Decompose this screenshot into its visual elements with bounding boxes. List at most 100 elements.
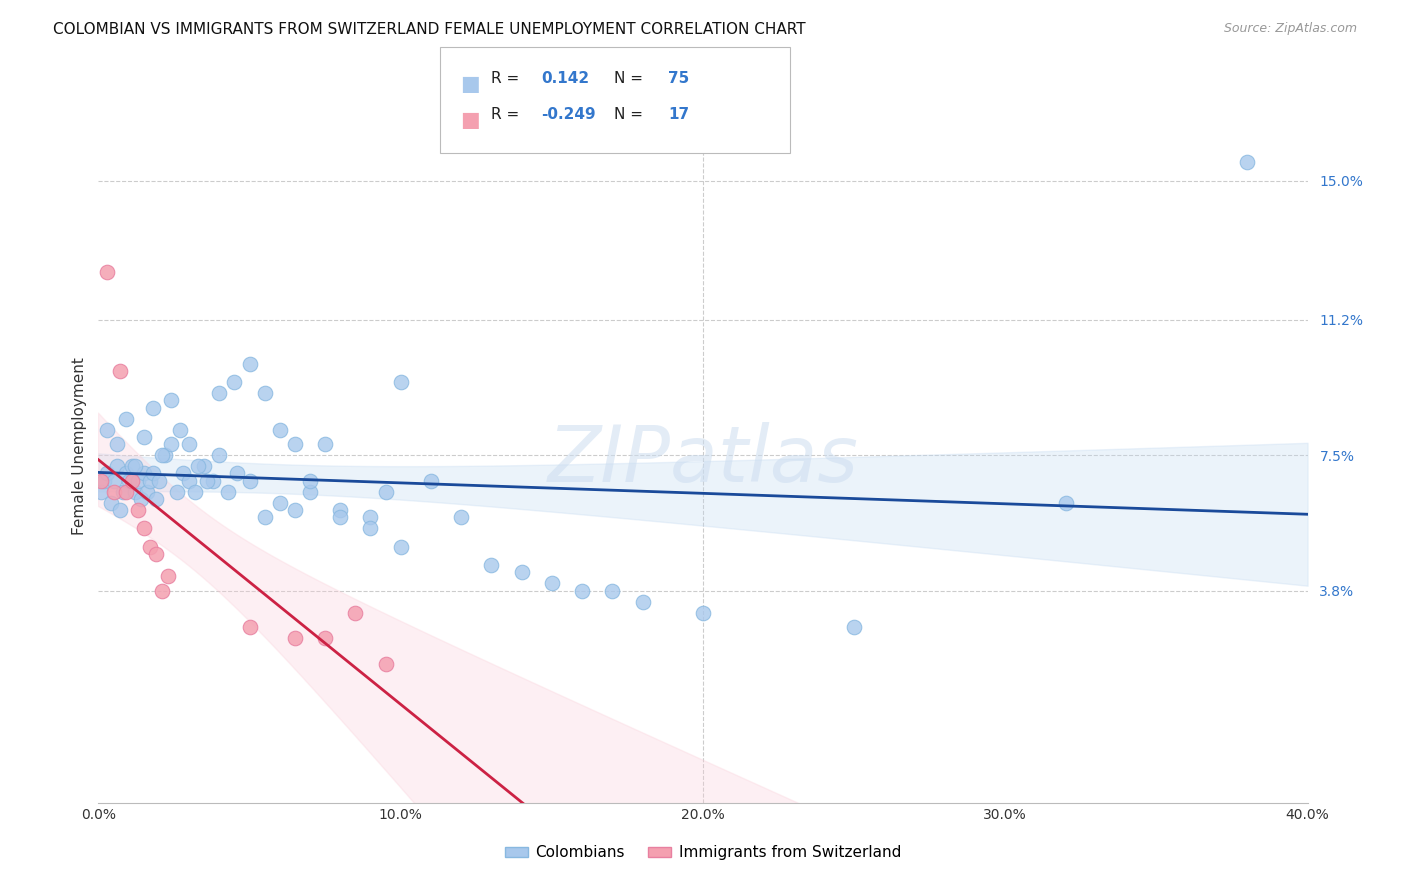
Point — [114, 411, 136, 425]
Point — [844, 620, 866, 634]
Text: 17: 17 — [668, 107, 689, 122]
Point — [90, 484, 112, 499]
Point — [108, 503, 131, 517]
Point — [193, 459, 215, 474]
Point — [172, 467, 194, 481]
Point — [374, 484, 396, 499]
Point — [208, 448, 231, 462]
Point — [142, 467, 165, 481]
Point — [202, 474, 225, 488]
Text: ■: ■ — [460, 110, 479, 129]
Point — [132, 467, 155, 481]
Point — [692, 606, 714, 620]
Point — [540, 576, 562, 591]
Point — [139, 474, 162, 488]
Point — [103, 474, 125, 488]
Point — [127, 474, 149, 488]
Point — [239, 357, 262, 371]
Point — [239, 474, 262, 488]
Point — [226, 467, 249, 481]
Point — [124, 459, 146, 474]
Point — [450, 510, 472, 524]
Point — [132, 430, 155, 444]
Text: -0.249: -0.249 — [541, 107, 596, 122]
Point — [329, 510, 352, 524]
Point — [179, 437, 201, 451]
Point — [187, 459, 209, 474]
Point — [150, 448, 173, 462]
Point — [139, 540, 162, 554]
Point — [631, 594, 654, 608]
Point — [344, 606, 367, 620]
Point — [389, 375, 412, 389]
Text: Source: ZipAtlas.com: Source: ZipAtlas.com — [1223, 22, 1357, 36]
Point — [602, 583, 624, 598]
Point — [374, 657, 396, 671]
Point — [145, 491, 167, 506]
Point — [420, 474, 443, 488]
Point — [114, 467, 136, 481]
Point — [314, 437, 336, 451]
Point — [129, 491, 152, 506]
Point — [253, 510, 276, 524]
Text: ZIPatlas: ZIPatlas — [547, 422, 859, 499]
Point — [148, 474, 170, 488]
Point — [224, 375, 246, 389]
Y-axis label: Female Unemployment: Female Unemployment — [72, 357, 87, 535]
Text: N =: N = — [614, 71, 648, 87]
Point — [111, 484, 134, 499]
Point — [127, 503, 149, 517]
Point — [284, 437, 307, 451]
Text: ■: ■ — [460, 74, 479, 94]
Point — [389, 540, 412, 554]
Point — [121, 474, 143, 488]
Point — [169, 423, 191, 437]
Point — [269, 496, 291, 510]
Point — [269, 423, 291, 437]
Point — [142, 401, 165, 415]
Point — [253, 386, 276, 401]
Point — [153, 448, 176, 462]
Point — [299, 484, 322, 499]
Point — [1054, 496, 1077, 510]
Point — [314, 631, 336, 645]
Point — [121, 459, 143, 474]
Point — [284, 503, 307, 517]
Point — [208, 386, 231, 401]
Point — [105, 459, 128, 474]
Point — [96, 265, 118, 279]
Text: 75: 75 — [668, 71, 689, 87]
Point — [100, 496, 122, 510]
Point — [239, 620, 262, 634]
Point — [329, 503, 352, 517]
Point — [571, 583, 593, 598]
Point — [217, 484, 239, 499]
Point — [1236, 155, 1258, 169]
Point — [150, 583, 173, 598]
Point — [132, 521, 155, 535]
Point — [135, 484, 157, 499]
Point — [124, 484, 146, 499]
Text: N =: N = — [614, 107, 648, 122]
Point — [284, 631, 307, 645]
Point — [184, 484, 207, 499]
Point — [96, 423, 118, 437]
Point — [160, 437, 183, 451]
Legend: Colombians, Immigrants from Switzerland: Colombians, Immigrants from Switzerland — [499, 839, 907, 866]
Text: R =: R = — [491, 71, 524, 87]
Point — [90, 474, 112, 488]
Point — [510, 566, 533, 580]
Point — [360, 521, 382, 535]
Point — [105, 437, 128, 451]
Point — [96, 467, 118, 481]
Point — [118, 474, 141, 488]
Point — [179, 474, 201, 488]
Text: 0.142: 0.142 — [541, 71, 589, 87]
Point — [195, 474, 218, 488]
Point — [160, 393, 183, 408]
Point — [299, 474, 322, 488]
Point — [360, 510, 382, 524]
Point — [156, 569, 179, 583]
Point — [114, 484, 136, 499]
Point — [481, 558, 503, 572]
